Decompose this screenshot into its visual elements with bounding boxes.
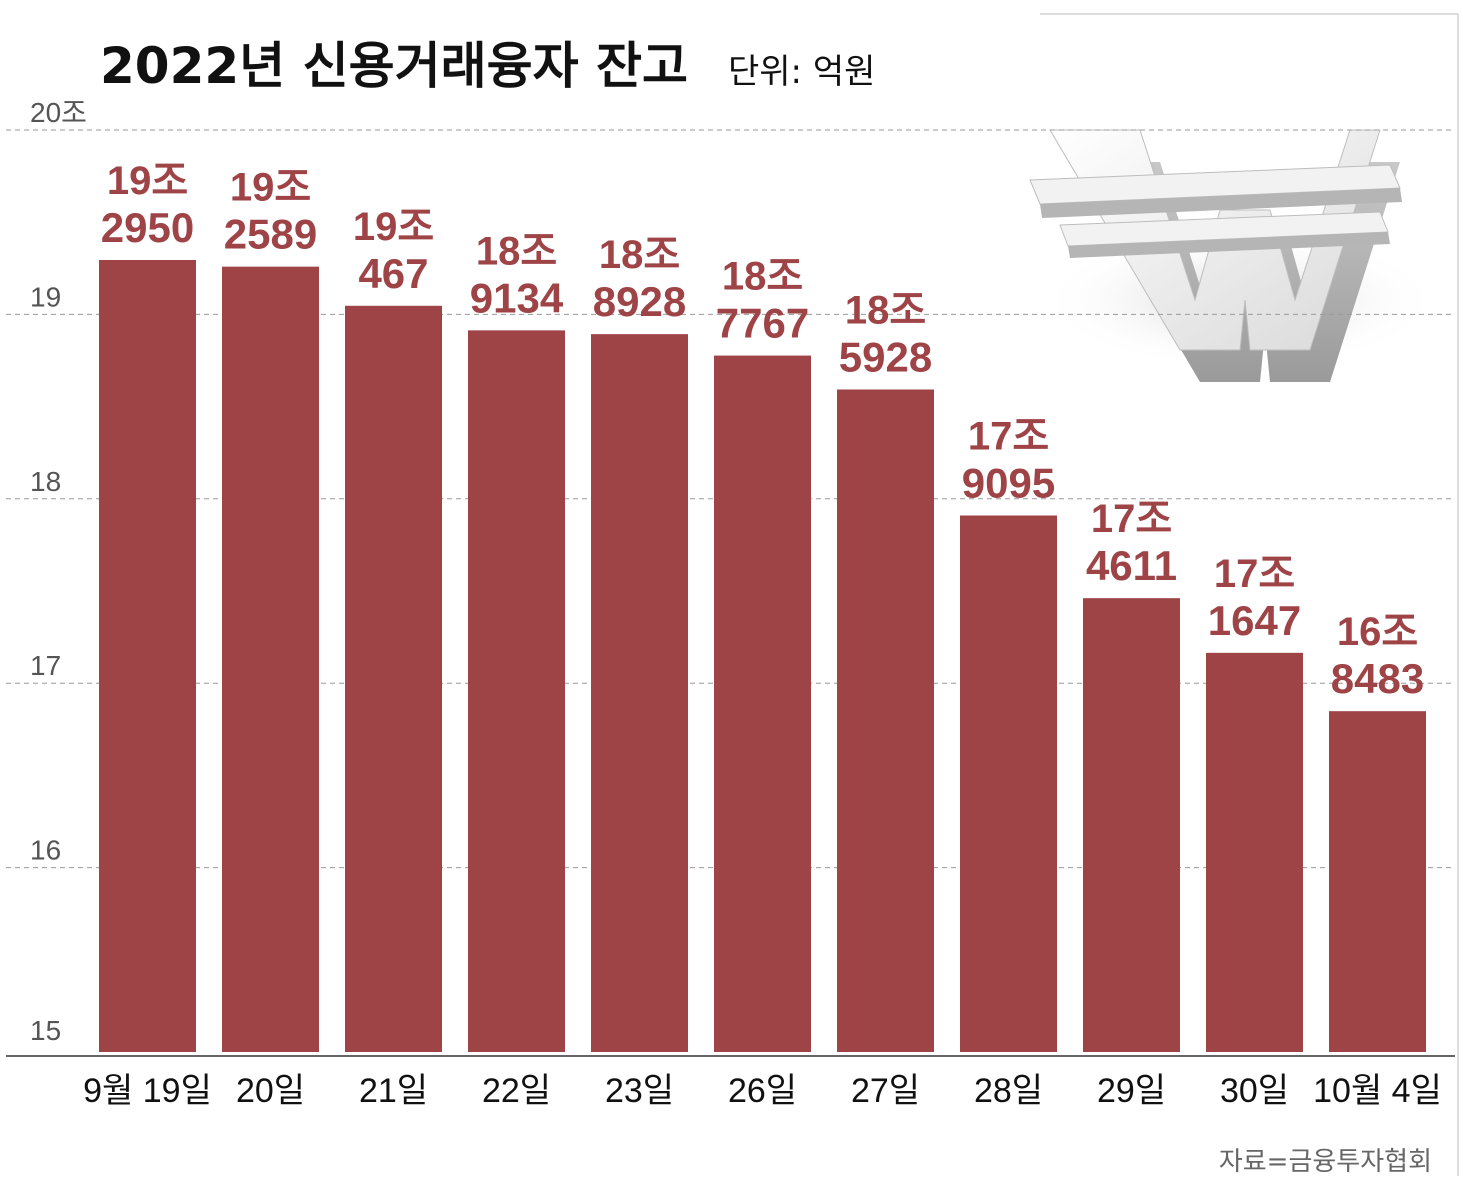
won-icon <box>1029 129 1440 382</box>
data-label-line2: 1647 <box>1208 597 1301 644</box>
y-axis-ticks: 15 16 17 18 19 20조 <box>30 97 87 1046</box>
bar <box>591 334 688 1052</box>
bar <box>468 330 565 1053</box>
y-tick-label: 15 <box>30 1015 61 1046</box>
x-tick-label: 21일 <box>359 1072 428 1110</box>
bar <box>837 389 934 1052</box>
y-tick-label: 19 <box>30 281 61 312</box>
data-label-line2: 5928 <box>839 333 932 380</box>
unit-label: 단위: 억원 <box>728 52 875 92</box>
x-tick-label: 23일 <box>605 1072 674 1110</box>
x-tick-label: 29일 <box>1097 1072 1166 1110</box>
x-axis-ticks: 9월 19일 20일 21일 22일 23일 26일 27일 28일 29일 30일 10월 4일 <box>83 1072 1442 1110</box>
data-label-line1: 17조 <box>968 414 1049 458</box>
y-tick-label: 20조 <box>30 97 87 128</box>
x-tick-label: 10월 4일 <box>1313 1072 1442 1110</box>
data-label-line1: 18조 <box>476 229 557 273</box>
bar <box>1329 711 1426 1052</box>
data-label-line1: 18조 <box>599 233 680 277</box>
bars <box>99 260 1426 1053</box>
x-tick-label: 27일 <box>851 1072 920 1110</box>
y-tick-label: 18 <box>30 466 61 497</box>
bar <box>714 355 811 1052</box>
data-label-line2: 9134 <box>470 274 564 321</box>
data-label-line2: 8928 <box>593 278 686 325</box>
source-note: 자료=금융투자협회 <box>1219 1147 1432 1177</box>
bar <box>99 260 196 1052</box>
data-label-line2: 4611 <box>1086 542 1177 589</box>
data-label-line1: 17조 <box>1091 497 1172 541</box>
data-label-line1: 17조 <box>1214 552 1295 596</box>
x-tick-label: 9월 19일 <box>83 1072 212 1110</box>
data-label-line1: 18조 <box>722 255 803 299</box>
x-tick-label: 26일 <box>728 1072 797 1110</box>
bar <box>960 515 1057 1052</box>
data-label-line2: 467 <box>358 250 428 297</box>
data-label-line1: 19조 <box>353 205 434 249</box>
data-label-line1: 19조 <box>107 159 188 203</box>
y-tick-label: 16 <box>30 835 61 866</box>
y-tick-label: 17 <box>30 650 61 681</box>
data-label-line1: 16조 <box>1337 610 1418 654</box>
x-tick-label: 30일 <box>1220 1072 1289 1110</box>
bar <box>1206 652 1303 1052</box>
bar <box>1083 598 1180 1052</box>
bar <box>222 266 319 1053</box>
data-label-line2: 7767 <box>716 300 809 347</box>
x-tick-label: 22일 <box>482 1072 551 1110</box>
x-tick-label: 28일 <box>974 1072 1043 1110</box>
data-label-line2: 2589 <box>224 211 317 258</box>
data-label-line1: 19조 <box>230 166 311 210</box>
data-label-line1: 18조 <box>845 288 926 332</box>
data-label-line2: 2950 <box>101 204 194 251</box>
data-label-line2: 9095 <box>962 459 1055 506</box>
data-label-line2: 8483 <box>1331 655 1424 702</box>
x-tick-label: 20일 <box>236 1072 305 1110</box>
bar <box>345 305 442 1052</box>
chart-title: 2022년 신용거래융자 잔고 <box>100 37 688 95</box>
